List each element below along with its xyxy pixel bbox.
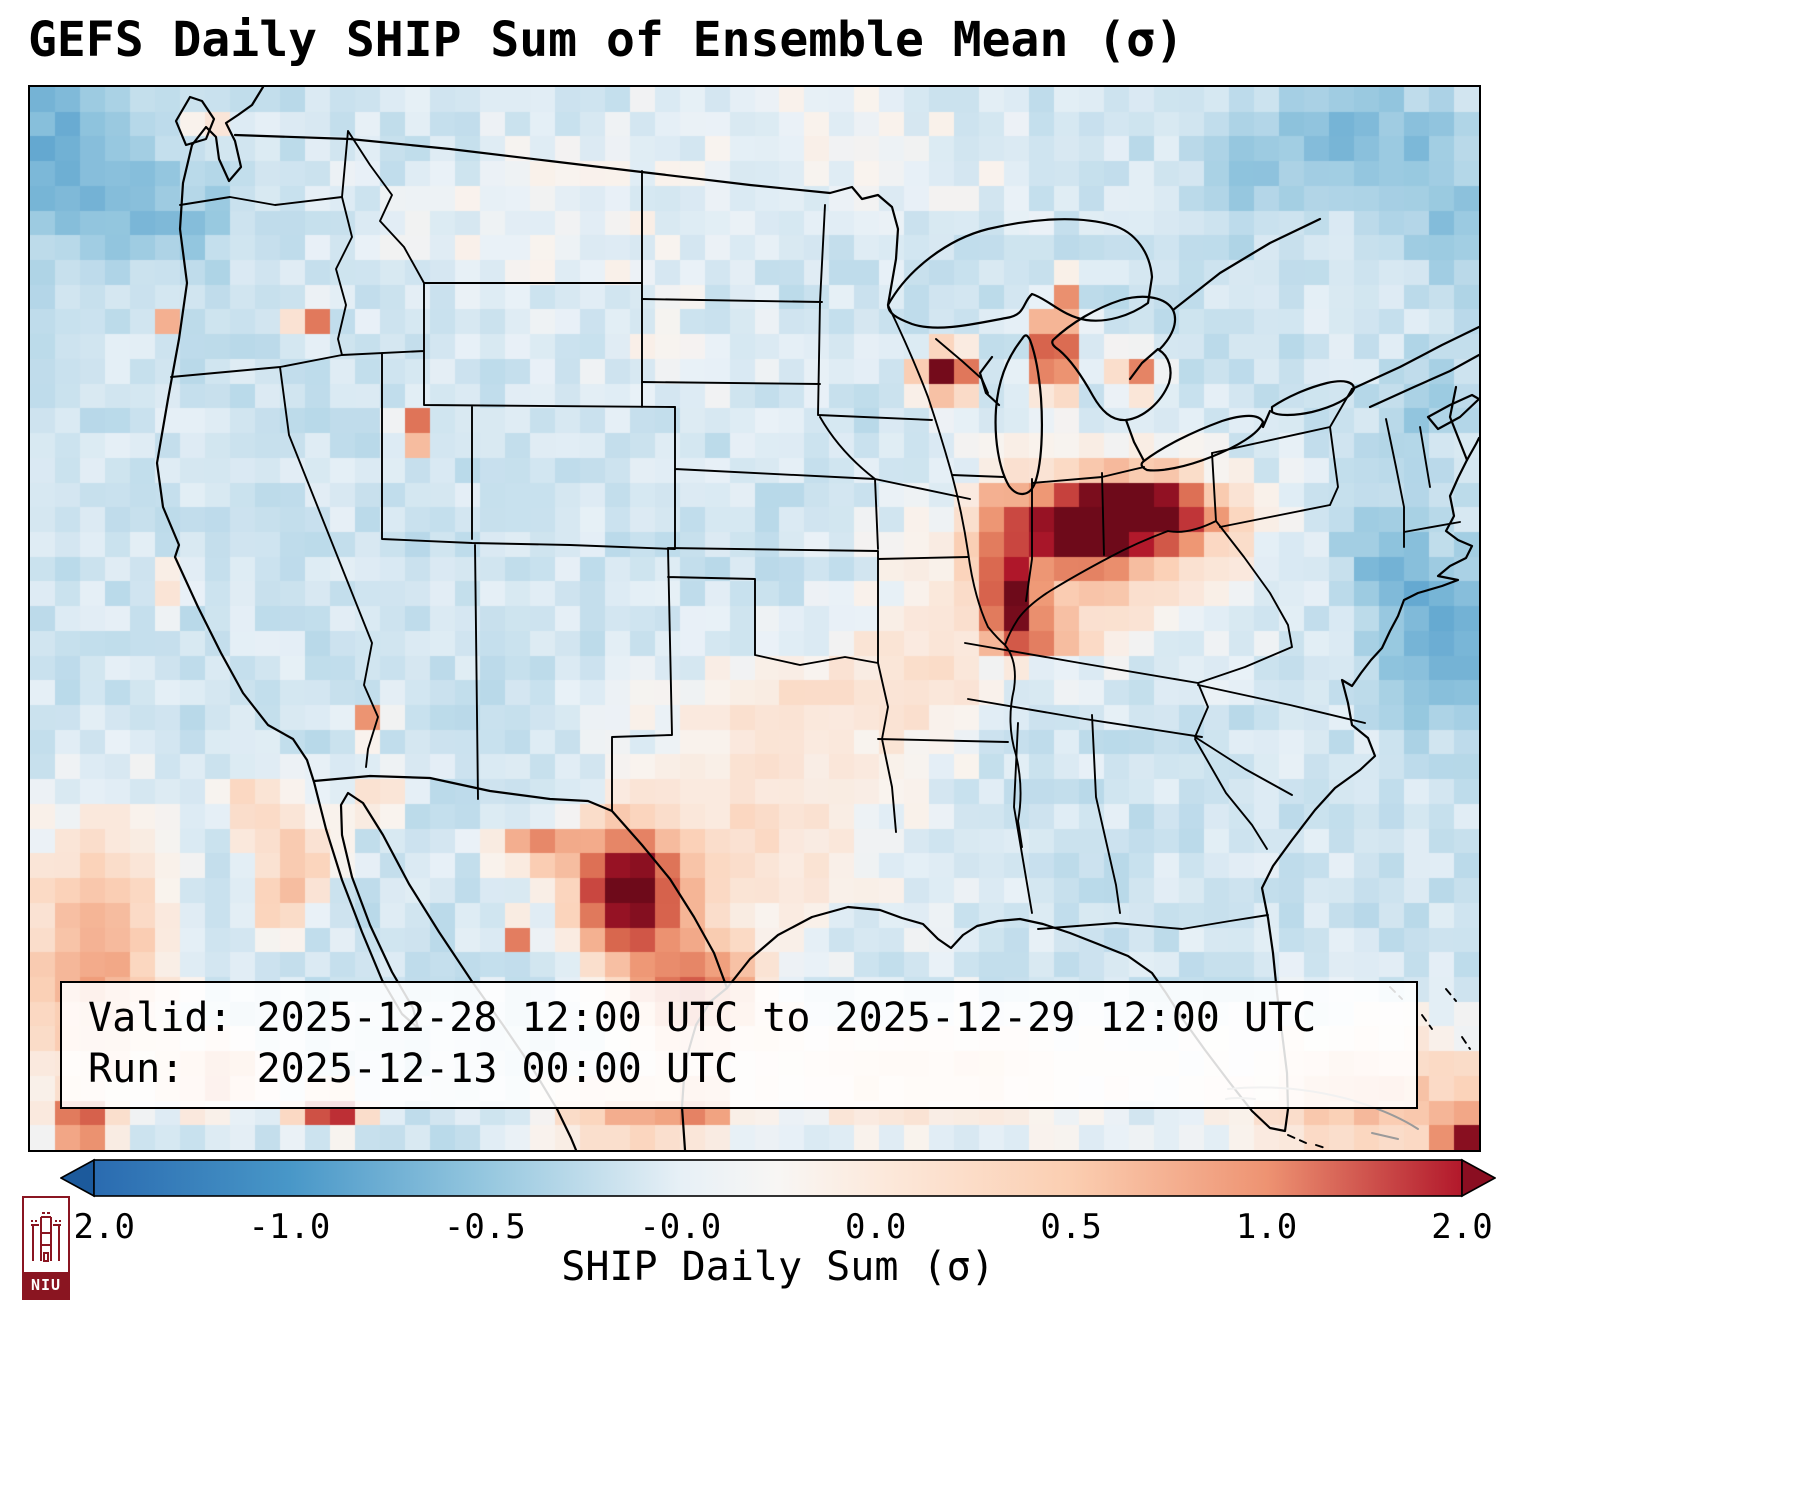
niu-logo: NIU [22, 1196, 70, 1300]
page-title: GEFS Daily SHIP Sum of Ensemble Mean (σ) [28, 12, 1184, 68]
st-lawrence [1350, 325, 1479, 462]
colorbar-tick-label: 2.0 [1431, 1207, 1493, 1247]
lake-ontario [1270, 380, 1356, 417]
map-boundaries [155, 87, 1479, 1150]
colorbar-tick-label: 1.0 [1235, 1207, 1298, 1247]
bahamas-dashes [1287, 986, 1471, 1150]
niu-logo-text: NIU [24, 1272, 68, 1298]
border-canada [233, 133, 900, 307]
border-mexico [312, 774, 729, 990]
colorbar-tick-label: -0.0 [639, 1207, 722, 1247]
coastline-west [155, 87, 578, 1150]
valid-run-info-box: Valid: 2025-12-28 12:00 UTC to 2025-12-2… [60, 980, 1418, 1109]
state-lines-east [935, 338, 1461, 930]
ottawa-river [1171, 217, 1322, 312]
colorbar-label: SHIP Daily Sum (σ) [561, 1244, 995, 1290]
coastline-east [680, 436, 1479, 1150]
colorbar-tick-label: -0.5 [443, 1207, 526, 1247]
colorbar-tick-label: -1.0 [248, 1207, 331, 1247]
colorbar-over-arrow [1461, 1158, 1496, 1198]
map-panel: Valid: 2025-12-28 12:00 UTC to 2025-12-2… [28, 85, 1481, 1152]
colorbar-bar [60, 1158, 1496, 1198]
colorbar-tick-label: 0.5 [1040, 1207, 1102, 1247]
lake-superior [886, 218, 1154, 329]
castle-icon [24, 1198, 68, 1272]
lake-michigan [978, 334, 1044, 495]
state-lines-west [170, 130, 676, 800]
vancouver-island [174, 95, 216, 147]
valid-text: Valid: 2025-12-28 12:00 UTC to 2025-12-2… [88, 994, 1317, 1041]
rivers [887, 304, 1217, 848]
lake-huron [1051, 295, 1177, 422]
colorbar-tick-label: 0.0 [844, 1207, 907, 1247]
lake-erie [1124, 409, 1272, 472]
run-text: Run: 2025-12-13 00:00 UTC [88, 1045, 739, 1092]
state-lines-plains [611, 204, 1009, 833]
colorbar-gradient [93, 1159, 1463, 1197]
colorbar: -2.0 -1.0 -0.5 -0.0 0.0 0.5 1.0 2.0 [53, 1157, 1496, 1277]
colorbar-under-arrow [60, 1158, 95, 1198]
